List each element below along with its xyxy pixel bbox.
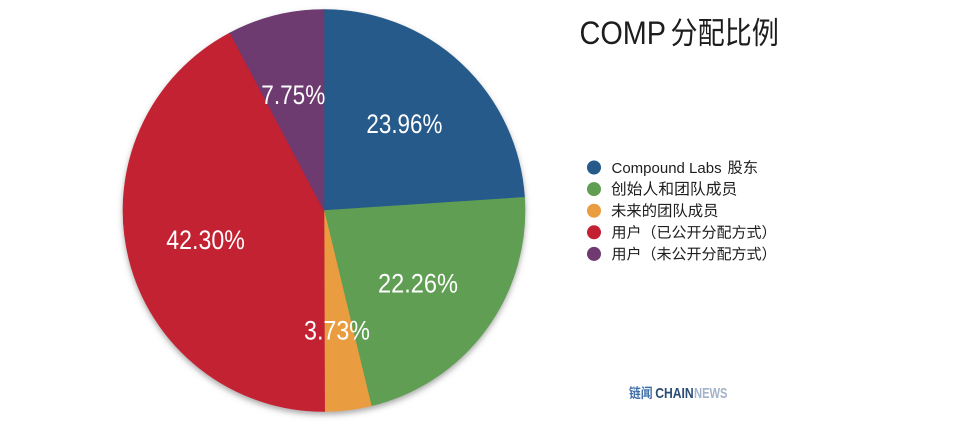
svg-text:7.75%: 7.75% bbox=[261, 80, 325, 110]
svg-text:Compound Labs: Compound Labs bbox=[612, 160, 722, 177]
svg-text:NEWS: NEWS bbox=[694, 385, 728, 402]
svg-text:23.96%: 23.96% bbox=[366, 109, 442, 139]
svg-text:COMP: COMP bbox=[580, 15, 667, 51]
svg-text:22.26%: 22.26% bbox=[378, 268, 458, 298]
svg-text:42.30%: 42.30% bbox=[166, 225, 245, 255]
svg-text:CHAIN: CHAIN bbox=[655, 385, 694, 402]
svg-text:3.73%: 3.73% bbox=[304, 316, 370, 346]
